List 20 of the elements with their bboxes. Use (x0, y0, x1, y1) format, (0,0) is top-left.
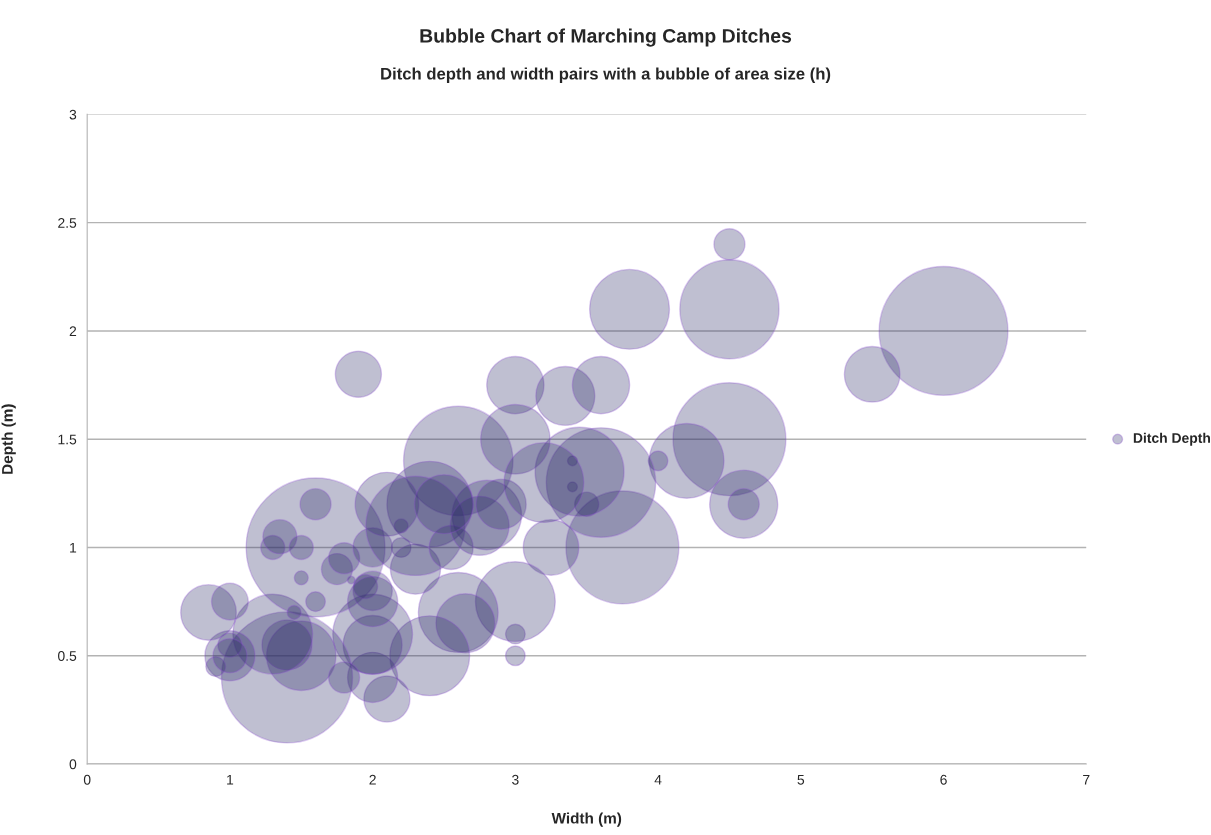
y-tick-label: 1.5 (58, 434, 77, 445)
x-tick-label: 2 (369, 774, 376, 785)
y-tick-label: 1 (70, 542, 77, 553)
x-tick-label: 7 (1083, 774, 1090, 785)
chart-subtitle: Ditch depth and width pairs with a bubble of area size (h) (381, 67, 831, 83)
y-tick-label: 2.5 (58, 218, 77, 228)
y-tick-label: 0.5 (58, 651, 77, 661)
x-tick-label: 4 (654, 774, 662, 785)
x-axis-title: Width (m) (551, 812, 622, 827)
y-tick-label: 2 (69, 326, 77, 336)
x-tick-label: 5 (797, 774, 805, 785)
legend-label: Ditch Depth (1133, 432, 1210, 446)
chart-title: Bubble Chart of Marching Camp Ditches (420, 28, 792, 47)
y-tick-label: 3 (69, 109, 77, 120)
x-tick-label: 1 (227, 774, 234, 785)
x-tick-label: 0 (83, 774, 91, 785)
y-tick-label: 0 (69, 759, 77, 770)
x-tick-label: 3 (512, 774, 519, 785)
y-axis-title: Depth (m) (1, 404, 16, 474)
x-tick-label: 6 (940, 774, 947, 785)
